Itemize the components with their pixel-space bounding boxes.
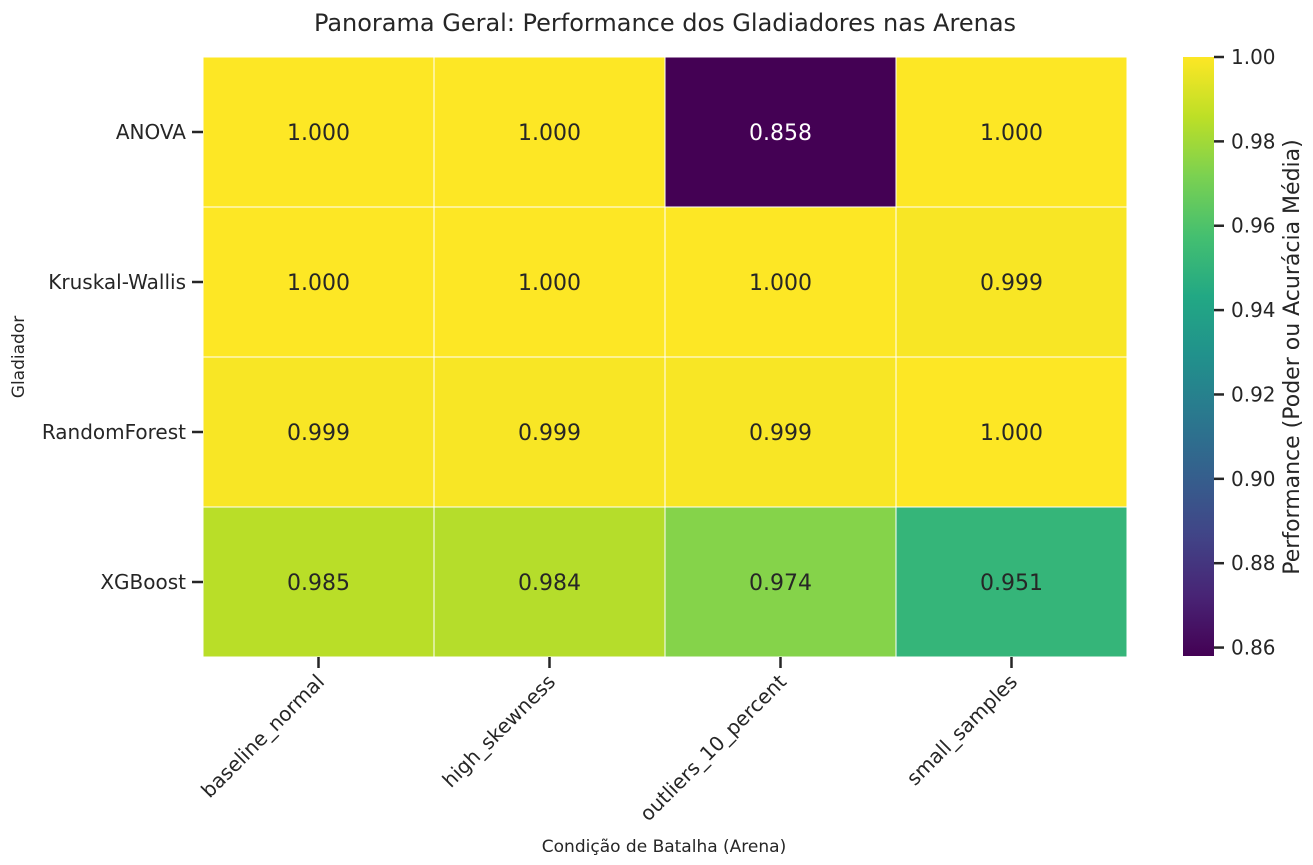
heatmap-cell: [202, 56, 435, 208]
heatmap-cell: [433, 56, 666, 208]
colorbar-tick-label: 0.90: [1231, 467, 1276, 491]
heatmap-cell: [664, 206, 897, 358]
x-tick-label: baseline_normal: [196, 670, 329, 803]
cell-value-label: 0.999: [980, 271, 1043, 296]
colorbar-ticks: 0.86 0.88 0.90 0.92 0.94 0.96 0.98 1.00: [1214, 45, 1276, 660]
cell-value-label: 1.000: [980, 421, 1043, 446]
colorbar-tick-label: 0.92: [1231, 382, 1276, 406]
heatmap-cell: [664, 506, 897, 658]
x-tick-label: small_samples: [902, 670, 1022, 790]
cell-value-label: 0.999: [518, 421, 581, 446]
y-tick-label: XGBoost: [100, 570, 186, 594]
cell-value-label: 0.858: [749, 121, 812, 146]
cell-value-label: 0.974: [749, 571, 812, 596]
heatmap-cell: [895, 506, 1128, 658]
cell-value-label: 0.985: [287, 571, 350, 596]
y-tick-label: Kruskal-Wallis: [48, 270, 186, 294]
colorbar-tick-label: 0.86: [1231, 636, 1276, 660]
cell-value-label: 1.000: [749, 271, 812, 296]
cell-value-label: 0.951: [980, 571, 1043, 596]
y-axis-label: Gladiador: [9, 316, 29, 398]
heatmap-cell: [895, 56, 1128, 208]
x-tick-label: outliers_10_percent: [635, 669, 791, 825]
heatmap-cell: [433, 206, 666, 358]
colorbar-tick-label: 0.96: [1231, 214, 1276, 238]
heatmap-cell: [202, 206, 435, 358]
cell-value-label: 1.000: [287, 121, 350, 146]
y-tick-label: ANOVA: [116, 120, 186, 144]
colorbar-tick-label: 0.88: [1231, 551, 1276, 575]
x-tick-label: high_skewness: [437, 670, 560, 793]
colorbar-label: Performance (Poder ou Acurácia Média): [1280, 139, 1305, 574]
cell-value-label: 1.000: [287, 271, 350, 296]
colorbar-tick-label: 1.00: [1231, 45, 1276, 69]
heatmap-cell: [202, 506, 435, 658]
heatmap-cell: [895, 356, 1128, 508]
cell-value-label: 0.999: [749, 421, 812, 446]
heatmap-cells: [202, 56, 1128, 658]
chart-title: Panorama Geral: Performance dos Gladiado…: [314, 9, 1016, 37]
x-axis-label: Condição de Batalha (Arena): [542, 837, 786, 857]
heatmap-cell: [433, 506, 666, 658]
colorbar: [1183, 57, 1214, 656]
cell-value-label: 1.000: [518, 271, 581, 296]
heatmap-cell: [664, 56, 897, 208]
cell-value-label: 1.000: [980, 121, 1043, 146]
colorbar-tick-label: 0.94: [1231, 298, 1276, 322]
heatmap-cell-labels: 1.000 1.000 0.858 1.000 1.000 1.000 1.000 0.999…: [287, 121, 1043, 596]
y-tick-label: RandomForest: [42, 420, 186, 444]
heatmap-cell: [895, 206, 1128, 358]
x-axis-ticks: baseline_normal high_skewness outliers_10_…: [196, 657, 1022, 826]
y-axis-ticks: ANOVA Kruskal-Wallis RandomForest XGBoost: [42, 120, 203, 594]
heatmap-cell: [433, 356, 666, 508]
cell-value-label: 0.999: [287, 421, 350, 446]
cell-value-label: 1.000: [518, 121, 581, 146]
cell-value-label: 0.984: [518, 571, 581, 596]
colorbar-tick-label: 0.98: [1231, 129, 1276, 153]
